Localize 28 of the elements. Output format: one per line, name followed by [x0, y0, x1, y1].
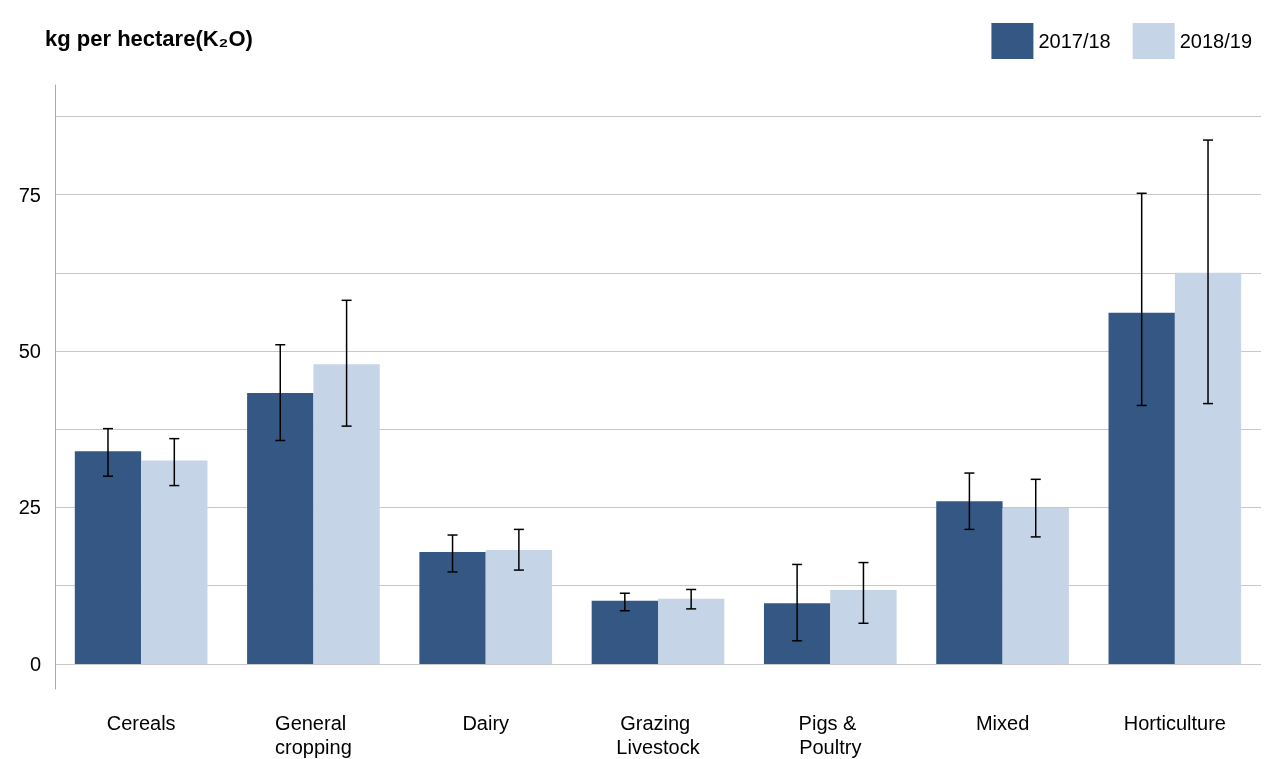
bar	[936, 501, 1003, 664]
legend-label: 2018/19	[1179, 30, 1252, 52]
bar	[1108, 312, 1175, 664]
chart-title: kg per hectare(K₂O)	[45, 25, 253, 51]
bar	[763, 603, 831, 664]
bar	[141, 460, 208, 664]
y-tick-label: 25	[18, 496, 41, 519]
x-tick-label: General cropping	[275, 712, 352, 758]
y-tick-label: 0	[29, 652, 41, 675]
x-tick-label: Pigs & Poultry	[798, 712, 862, 758]
bar	[1002, 508, 1069, 664]
x-tick-label: Mixed	[975, 712, 1030, 734]
bar	[313, 364, 380, 664]
bar	[591, 600, 658, 664]
y-tick-label: 50	[18, 340, 41, 363]
bar	[485, 550, 553, 664]
x-tick-label: Dairy	[462, 712, 510, 734]
bar	[247, 392, 314, 664]
x-tick-label: Horticulture	[1123, 712, 1226, 734]
x-tick-label: Grazing Livestock	[616, 712, 701, 758]
bar	[419, 551, 486, 664]
x-tick-label: Cereals	[106, 712, 176, 734]
bar	[1174, 272, 1242, 664]
legend-label: 2017/18	[1038, 30, 1111, 52]
bar	[658, 598, 725, 664]
y-tick-label: 75	[18, 183, 41, 206]
bar	[74, 451, 142, 664]
bar	[830, 590, 897, 664]
